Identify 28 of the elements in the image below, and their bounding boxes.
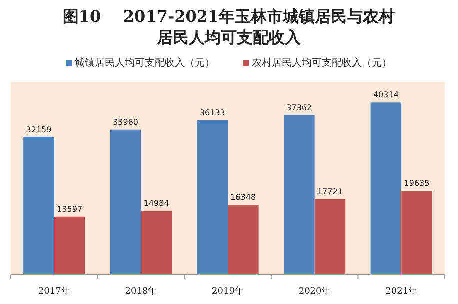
data-label: 13597 (57, 204, 83, 214)
data-label: 40314 (373, 90, 399, 100)
title: 图10 2017-2021年玉林市城镇居民与农村居民人均可支配收入 (62, 7, 396, 47)
bar (314, 199, 346, 275)
data-label: 19635 (404, 179, 430, 188)
data-label: 37362 (286, 103, 312, 112)
data-label: 14984 (144, 198, 170, 208)
bar (54, 216, 86, 275)
x-tick-label: 2017年 (38, 286, 70, 297)
bar (141, 210, 172, 275)
bar (228, 205, 259, 275)
bar (284, 115, 315, 275)
data-label: 16348 (230, 193, 256, 202)
data-label: 36133 (200, 108, 226, 118)
bar (370, 102, 402, 275)
bar (197, 120, 228, 275)
x-tick-label: 2019年 (212, 286, 244, 297)
x-tick-label: 2018年 (125, 286, 158, 297)
bar (402, 191, 432, 275)
bar (24, 138, 54, 275)
legend-label: 城镇居民人均可支配收入（元） (74, 57, 215, 69)
x-tick-label: 2021年 (386, 286, 418, 297)
data-label: 17721 (317, 187, 343, 196)
legend-label: 农村居民人均可支配收入（元） (252, 57, 392, 69)
x-tick-label: 2020年 (298, 286, 331, 297)
data-label: 33960 (113, 118, 139, 127)
bar (110, 130, 142, 275)
data-label: 32159 (26, 126, 52, 135)
